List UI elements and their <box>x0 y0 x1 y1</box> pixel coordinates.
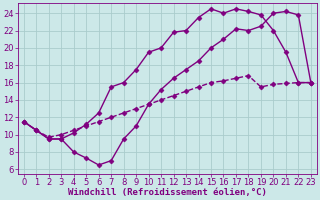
X-axis label: Windchill (Refroidissement éolien,°C): Windchill (Refroidissement éolien,°C) <box>68 188 267 197</box>
